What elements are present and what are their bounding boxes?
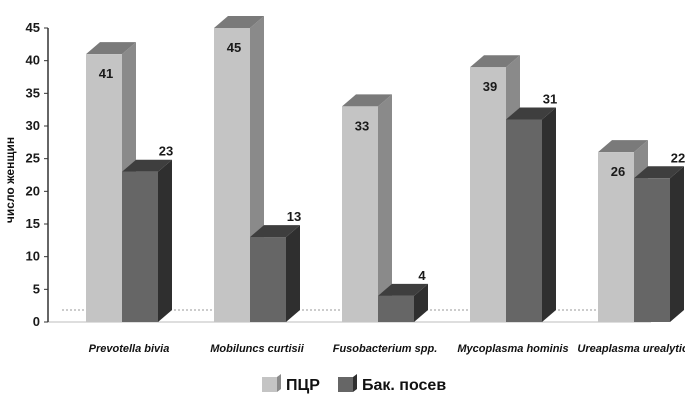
x-category-label: Fusobacterium spp.: [333, 343, 438, 355]
bar-side-face: [414, 283, 428, 322]
bar-front-face: [470, 67, 506, 322]
data-label: 31: [543, 91, 557, 106]
bar-front-face: [378, 295, 414, 322]
y-tick-label: 0: [33, 314, 40, 329]
y-tick-label: 5: [33, 281, 40, 296]
bar: [634, 166, 684, 322]
y-tick-label: 30: [26, 118, 40, 133]
bar-top-face: [122, 159, 172, 172]
bar-side-face: [670, 166, 684, 322]
bar: [122, 159, 172, 322]
y-tick-label: 10: [26, 249, 40, 264]
bar-front-face: [506, 119, 542, 322]
data-label: 4: [418, 268, 426, 283]
legend-swatch: [338, 377, 353, 392]
bar-front-face: [598, 152, 634, 322]
data-label: 39: [483, 79, 497, 94]
bar-side-face: [286, 225, 300, 322]
x-category-label: Mycoplasma hominis: [457, 343, 568, 355]
bar: [250, 225, 300, 322]
bar-top-face: [506, 107, 556, 120]
legend-swatch-side: [353, 374, 357, 392]
bar: [506, 107, 556, 322]
legend-swatch-side: [277, 374, 281, 392]
bar-top-face: [598, 140, 648, 153]
legend-label: Бак. посев: [362, 377, 446, 394]
y-tick-label: 15: [26, 216, 40, 231]
x-category-label: Mobiluncs curtisii: [210, 343, 304, 355]
y-tick-label: 20: [26, 183, 40, 198]
bar: [342, 94, 392, 323]
y-tick-label: 45: [26, 20, 40, 35]
y-axis-label: число женщин: [3, 137, 17, 223]
legend-label: ПЦР: [286, 377, 320, 394]
legend-swatch: [262, 377, 277, 392]
y-tick-label: 25: [26, 151, 40, 166]
y-tick-label: 40: [26, 53, 40, 68]
x-category-label: Ureaplasma urealyticum: [577, 343, 685, 355]
bar-side-face: [378, 94, 392, 323]
data-label: 26: [611, 164, 625, 179]
data-label: 33: [355, 118, 369, 133]
data-label: 45: [227, 40, 241, 55]
bar-top-face: [342, 94, 392, 107]
bar-top-face: [86, 42, 136, 55]
bar-side-face: [542, 107, 556, 322]
bar-top-face: [214, 16, 264, 28]
data-label: 41: [99, 66, 113, 81]
bar-top-face: [378, 283, 428, 296]
y-tick-label: 35: [26, 85, 40, 100]
data-label: 22: [671, 150, 685, 165]
x-category-label: Prevotella bivia: [89, 343, 170, 355]
bar-top-face: [250, 225, 300, 238]
data-label: 13: [287, 209, 301, 224]
legend-item: Бак. посев: [338, 374, 446, 394]
bar: [378, 283, 428, 322]
bar-side-face: [158, 159, 172, 322]
bar-front-face: [250, 237, 286, 322]
bar: [214, 16, 264, 322]
bar-front-face: [342, 106, 378, 323]
bar-top-face: [634, 166, 684, 179]
bar-front-face: [214, 28, 250, 322]
bar-top-face: [470, 55, 520, 68]
bar-front-face: [86, 54, 122, 323]
legend-item: ПЦР: [262, 374, 320, 394]
bar-front-face: [122, 171, 158, 322]
data-label: 23: [159, 144, 173, 159]
bar-front-face: [634, 178, 670, 322]
